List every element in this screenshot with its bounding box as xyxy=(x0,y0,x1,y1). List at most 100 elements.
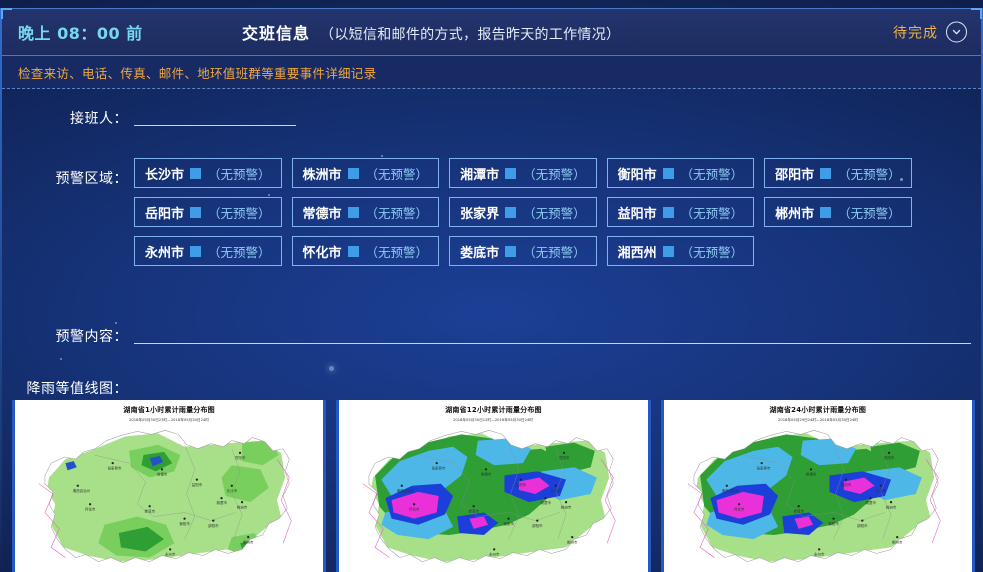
svg-text:邵阳市: 邵阳市 xyxy=(208,523,219,528)
chip-city-name: 怀化市 xyxy=(302,245,342,261)
warning-area-chip[interactable]: 衡阳市 （无预警） xyxy=(606,158,755,188)
page-title: 交班信息 xyxy=(242,24,311,43)
chip-city-name: 娄底市 xyxy=(460,245,500,261)
chip-city-name: 衡阳市 xyxy=(617,167,657,183)
chevron-down-circle-icon[interactable] xyxy=(946,21,967,43)
svg-text:岳阳市: 岳阳市 xyxy=(559,455,570,460)
page-subtitle: （以短信和邮件的方式，报告昨天的工作情况） xyxy=(320,27,621,43)
deadline-time-label: 晚上 08：00 前 xyxy=(18,24,143,43)
svg-text:长沙市: 长沙市 xyxy=(551,488,562,493)
rainfall-map-card[interactable]: 湖南省1小时累计雨量分布图 2018年05月30日23时—2018年05月30日2… xyxy=(12,400,327,572)
warning-area-chip[interactable]: 岳阳市 （无预警） xyxy=(134,197,282,227)
warning-level-square-icon xyxy=(190,167,202,179)
svg-text:邵阳市: 邵阳市 xyxy=(857,523,868,528)
warning-area-chip[interactable]: 益阳市 （无预警） xyxy=(606,197,755,227)
warning-area-chip[interactable]: 常德市 （无预警） xyxy=(291,197,440,227)
notice-bar: 检查来访、电话、传真、邮件、地环值班群等重要事件详细记录 xyxy=(2,56,981,89)
chip-city-name: 湘潭市 xyxy=(460,167,500,183)
svg-text:怀化市: 怀化市 xyxy=(409,506,420,511)
svg-text:常德市: 常德市 xyxy=(481,471,492,476)
rainfall-maps-label: 降雨等值线图： xyxy=(26,381,128,397)
chip-city-name: 长沙市 xyxy=(145,167,185,183)
warning-area-chip[interactable]: 邵阳市 （无预警） xyxy=(764,158,912,188)
svg-text:长沙市: 长沙市 xyxy=(227,488,238,493)
warning-area-chip[interactable]: 永州市 （无预警） xyxy=(134,236,282,266)
svg-text:娄底市: 娄底市 xyxy=(145,508,156,513)
star-decor xyxy=(329,366,334,371)
warning-level-square-icon xyxy=(505,245,517,257)
warning-content-input[interactable] xyxy=(134,326,971,344)
svg-text:永州市: 永州市 xyxy=(489,552,500,557)
chip-warning-state: （无预警） xyxy=(208,244,271,260)
rainfall-map-card[interactable]: 湖南省12小时累计雨量分布图 2018年05月30日12时—2018年05月30日… xyxy=(336,400,651,572)
warning-area-chip[interactable]: 湘潭市 （无预警） xyxy=(449,158,597,188)
chip-city-name: 常德市 xyxy=(302,206,342,222)
chip-warning-state: （无预警） xyxy=(208,205,271,221)
svg-text:怀化市: 怀化市 xyxy=(85,506,96,511)
svg-text:张家界市: 张家界市 xyxy=(432,465,446,470)
chip-city-name: 岳阳市 xyxy=(145,206,185,222)
warning-area-chip[interactable]: 长沙市 （无预警） xyxy=(134,158,282,188)
status-badge: 待完成 xyxy=(893,25,938,41)
svg-text:邵阳市: 邵阳市 xyxy=(533,523,544,528)
warning-area-chip-list: 长沙市 （无预警） 株洲市 （无预警） 湘潭市 （无预警） 衡阳市 （无预警） 邵阳市 （无预警）… xyxy=(134,158,912,275)
warning-area-chip[interactable]: 湘西州 （无预警） xyxy=(606,236,755,266)
chip-warning-state: （无预警） xyxy=(838,205,901,221)
page-header: 晚上 08：00 前 交班信息 （以短信和邮件的方式，报告昨天的工作情况） 待完… xyxy=(1,8,982,56)
warning-area-chip[interactable]: 郴州市 （无预警） xyxy=(764,197,912,227)
svg-text:衡阳市: 衡阳市 xyxy=(179,521,190,526)
warning-area-label: 预警区域： xyxy=(55,171,128,187)
map-period-text: 2018年05月30日12时—2018年05月30日24时 xyxy=(453,417,534,422)
map-title-block: 湖南省24小时累计雨量分布图 2018年05月29日24时—2018年05月30日… xyxy=(770,405,867,423)
svg-text:株洲市: 株洲市 xyxy=(237,504,248,509)
warning-area-chip-row: 永州市 （无预警） 怀化市 （无预警） 娄底市 （无预警） 湘西州 （无预警） xyxy=(134,236,854,266)
chip-city-name: 邵阳市 xyxy=(775,167,815,183)
warning-level-square-icon xyxy=(347,245,359,257)
rainfall-map-card[interactable]: 湖南省24小时累计雨量分布图 2018年05月29日24时—2018年05月30日… xyxy=(660,400,975,572)
chip-city-name: 张家界 xyxy=(460,206,500,222)
warning-area-chip-row: 长沙市 （无预警） 株洲市 （无预警） 湘潭市 （无预警） 衡阳市 （无预警） 邵阳市 （无预警） xyxy=(134,158,912,188)
chip-city-name: 湘西州 xyxy=(617,245,657,261)
warning-area-chip[interactable]: 株洲市 （无预警） xyxy=(291,158,440,188)
chip-warning-state: （无预警） xyxy=(680,166,744,182)
svg-text:常德市: 常德市 xyxy=(806,471,817,476)
warning-level-square-icon xyxy=(347,206,359,218)
warning-level-square-icon xyxy=(190,245,202,257)
chip-city-name: 永州市 xyxy=(145,245,185,261)
receiver-row: 接班人： xyxy=(0,108,983,128)
chip-warning-state: （无预警） xyxy=(365,205,429,221)
svg-text:湘西自治州: 湘西自治州 xyxy=(721,488,739,493)
star-decor xyxy=(900,178,903,181)
svg-text:湘潭市: 湘潭市 xyxy=(865,500,876,505)
chip-warning-state: （无预警） xyxy=(523,244,586,260)
svg-text:永州市: 永州市 xyxy=(165,552,176,557)
svg-text:湘西自治州: 湘西自治州 xyxy=(73,488,91,493)
svg-text:郴州市: 郴州市 xyxy=(567,539,578,544)
map-period-text: 2018年05月29日24时—2018年05月30日24时 xyxy=(777,417,858,422)
warning-content-row: 预警内容： xyxy=(0,326,983,346)
svg-text:娄底市: 娄底市 xyxy=(793,508,804,513)
rainfall-map-gallery: 湖南省1小时累计雨量分布图 2018年05月30日23时—2018年05月30日2… xyxy=(12,400,975,572)
star-decor xyxy=(60,358,62,360)
warning-level-square-icon xyxy=(662,167,674,179)
receiver-input[interactable] xyxy=(134,108,296,126)
svg-text:益阳市: 益阳市 xyxy=(516,482,527,487)
warning-area-chip[interactable]: 张家界 （无预警） xyxy=(449,197,597,227)
svg-text:永州市: 永州市 xyxy=(814,552,825,557)
header-status-group[interactable]: 待完成 xyxy=(893,21,967,43)
svg-text:常德市: 常德市 xyxy=(157,471,168,476)
warning-level-square-icon xyxy=(190,206,202,218)
svg-text:郴州市: 郴州市 xyxy=(243,539,254,544)
warning-level-square-icon xyxy=(505,167,517,179)
warning-area-chip[interactable]: 娄底市 （无预警） xyxy=(449,236,597,266)
chip-warning-state: （无预警） xyxy=(208,166,271,182)
star-decor xyxy=(115,322,117,324)
warning-level-square-icon xyxy=(347,167,359,179)
chip-city-name: 益阳市 xyxy=(617,206,657,222)
star-decor xyxy=(381,155,383,157)
map-title-text: 湖南省1小时累计雨量分布图 xyxy=(123,406,215,414)
map-period-text: 2018年05月30日23时—2018年05月30日24时 xyxy=(129,417,210,422)
warning-area-row: 预警区域： 长沙市 （无预警） 株洲市 （无预警） 湘潭市 （无预警） 衡阳市 （无预警） 邵阳… xyxy=(0,158,983,275)
warning-area-chip[interactable]: 怀化市 （无预警） xyxy=(291,236,440,266)
svg-text:长沙市: 长沙市 xyxy=(875,488,886,493)
